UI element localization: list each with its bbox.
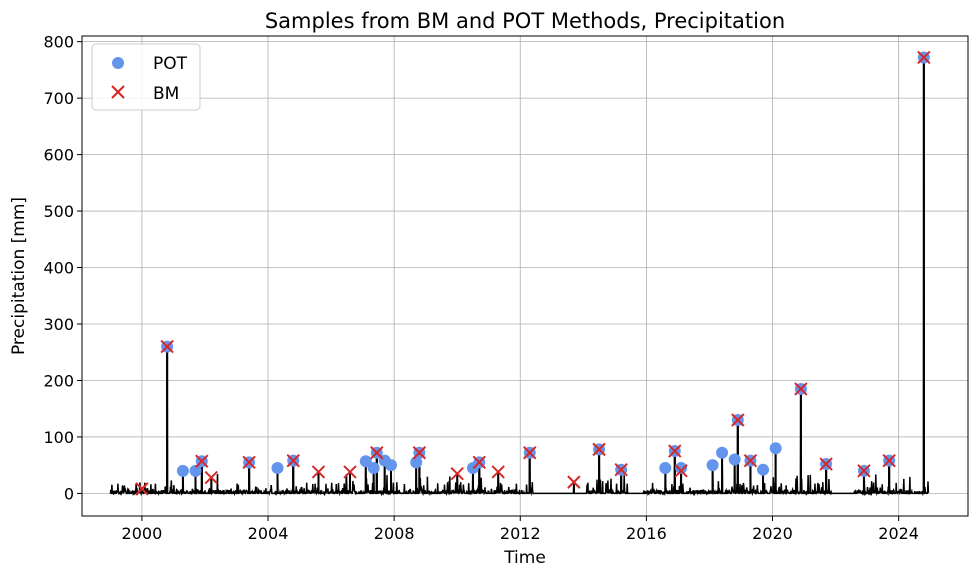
y-tick-label: 100 — [43, 428, 74, 447]
bm-point — [242, 455, 256, 470]
x-axis-ticks: 2000 2004 2008 2012 2016 2020 2024 — [122, 516, 919, 543]
y-tick-label: 800 — [43, 33, 74, 52]
legend-pot-marker — [112, 57, 124, 69]
y-tick-label: 200 — [43, 371, 74, 390]
pot-point — [367, 462, 380, 474]
bm-point — [491, 465, 505, 479]
pot-point — [659, 462, 672, 474]
y-tick-label: 500 — [43, 202, 74, 221]
y-tick-label: 0 — [64, 484, 74, 503]
bm-point — [135, 482, 149, 496]
bm-point — [794, 382, 808, 396]
pot-point — [189, 464, 202, 477]
legend-pot-label: POT — [153, 54, 188, 74]
bm-point — [160, 339, 174, 354]
y-tick-label: 700 — [43, 89, 74, 108]
bm-points — [135, 50, 931, 496]
x-tick-label: 2000 — [122, 524, 163, 543]
bm-point — [343, 465, 357, 479]
bm-point — [472, 455, 486, 470]
y-tick-label: 300 — [43, 315, 74, 334]
legend-bm-marker — [111, 85, 125, 99]
bm-point — [731, 413, 745, 427]
plot-frame — [81, 35, 969, 517]
pot-point — [757, 463, 770, 476]
legend-bm-label: BM — [153, 84, 179, 104]
x-tick-label: 2024 — [878, 524, 919, 543]
pot-point — [716, 446, 729, 459]
y-axis-label: Precipitation [mm] — [9, 197, 29, 355]
bm-point — [882, 453, 896, 468]
bm-point — [311, 465, 326, 479]
y-tick-label: 400 — [43, 259, 74, 278]
x-tick-label: 2020 — [752, 524, 793, 543]
pot-point — [410, 456, 423, 469]
pot-point — [176, 464, 189, 477]
pot-points — [161, 51, 930, 477]
grid-lines — [82, 36, 968, 516]
bm-point — [204, 470, 218, 485]
bm-point — [674, 464, 688, 478]
pot-point — [271, 462, 284, 474]
x-tick-label: 2012 — [500, 524, 541, 543]
bm-point — [450, 466, 464, 481]
bm-point — [195, 454, 209, 468]
precipitation-line — [109, 57, 930, 497]
bm-point — [523, 446, 537, 460]
legend: POT BM — [91, 43, 201, 111]
bm-point — [567, 475, 581, 489]
x-axis-label: Time — [503, 548, 546, 568]
bm-point — [857, 464, 871, 478]
bm-point — [819, 457, 833, 471]
bm-point — [614, 462, 628, 477]
bm-point — [286, 453, 300, 468]
bm-point — [412, 446, 427, 460]
pot-point — [769, 442, 782, 455]
x-tick-label: 2016 — [626, 524, 667, 543]
bm-point — [917, 50, 931, 65]
pot-point — [706, 459, 719, 472]
x-tick-label: 2008 — [374, 524, 415, 543]
chart-title: Samples from BM and POT Methods, Precipi… — [265, 9, 785, 33]
pot-point — [728, 453, 741, 466]
pot-point — [359, 455, 372, 468]
y-axis-ticks: 0 100 200 300 400 500 600 700 800 — [43, 33, 82, 503]
pot-point — [675, 462, 688, 474]
precipitation-line-series — [109, 57, 930, 497]
pot-point — [384, 459, 397, 472]
x-tick-label: 2004 — [248, 524, 289, 543]
bm-point — [592, 442, 606, 457]
bm-point — [743, 453, 758, 468]
bm-point — [668, 444, 682, 458]
bm-point — [370, 446, 384, 460]
y-tick-label: 600 — [43, 146, 74, 165]
